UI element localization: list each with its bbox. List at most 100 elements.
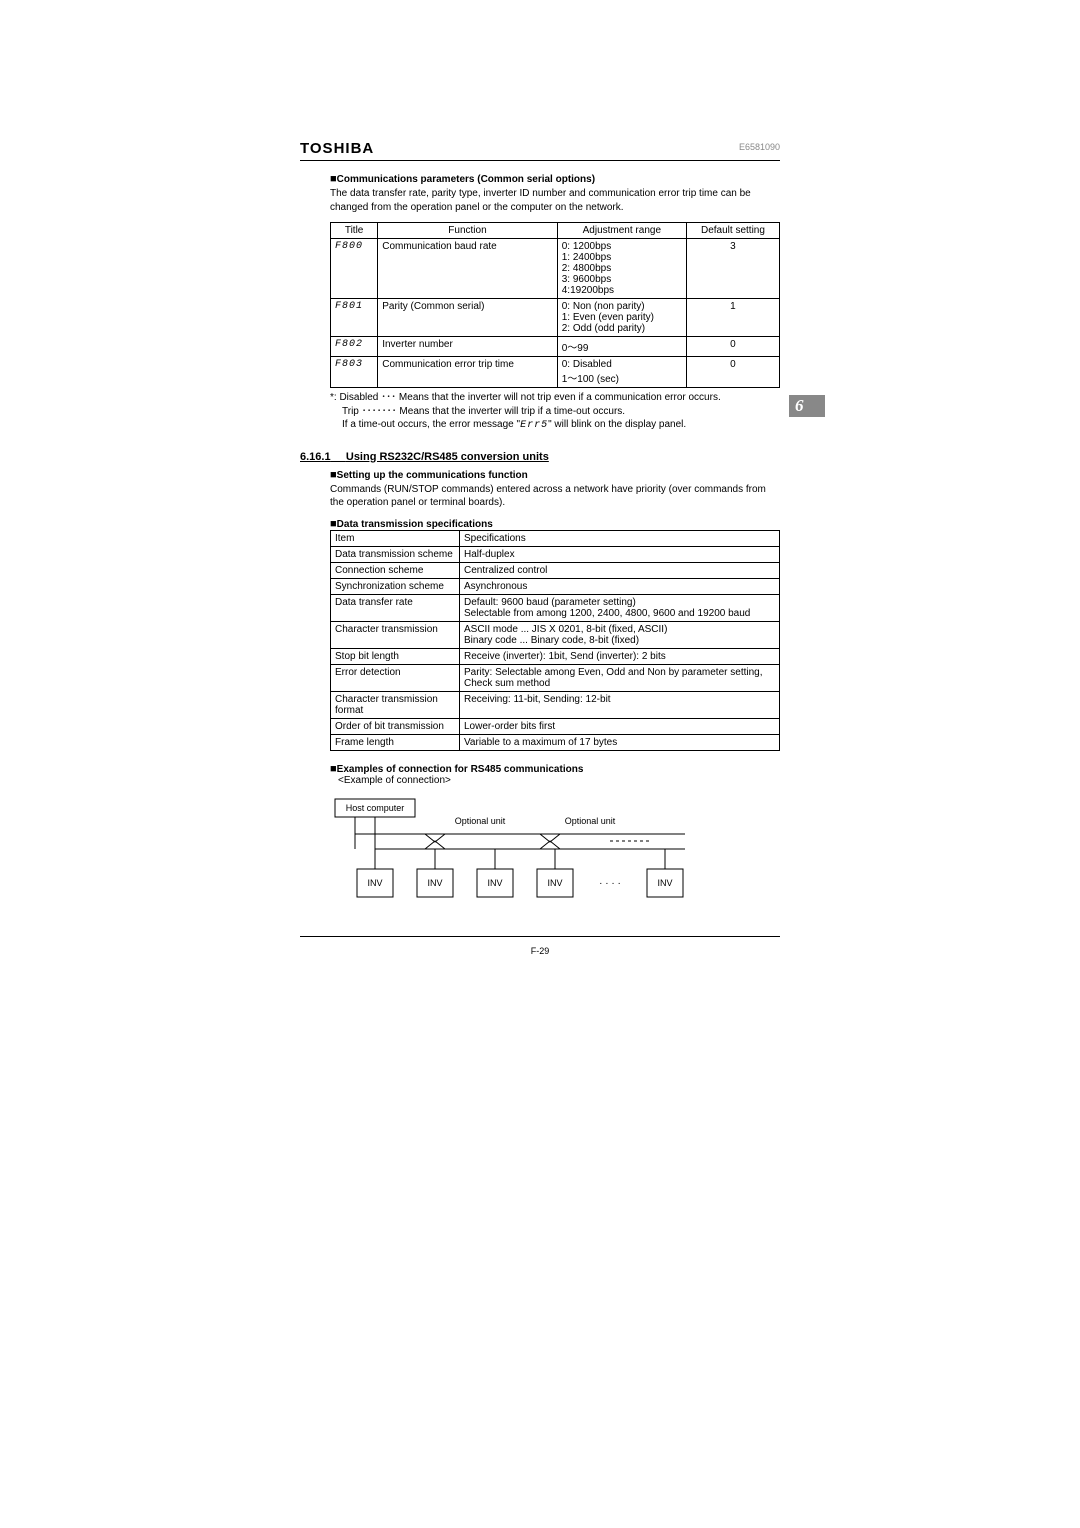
spec-value: Default: 9600 baud (parameter setting) S… (460, 594, 780, 621)
spec-value: Receive (inverter): 1bit, Send (inverter… (460, 648, 780, 664)
spec-item: Connection scheme (331, 562, 460, 578)
spec-value: Asynchronous (460, 578, 780, 594)
svg-text:INV: INV (367, 878, 382, 888)
note-line2: Trip ･･･････ Means that the inverter wil… (330, 405, 780, 419)
sub2-title: Data transmission specifications (337, 519, 493, 530)
sub1-title: Setting up the communications function (337, 470, 528, 481)
param-range: 0: Non (non parity) 1: Even (even parity… (557, 299, 686, 337)
param-function: Parity (Common serial) (378, 299, 558, 337)
specs-row: Stop bit lengthReceive (inverter): 1bit,… (331, 648, 780, 664)
svg-text:INV: INV (547, 878, 562, 888)
content-area: TOSHIBA E6581090 6 ■Communications param… (300, 140, 780, 917)
section1-heading: ■Communications parameters (Common seria… (330, 173, 780, 185)
specs-header-row: Item Specifications (331, 530, 780, 546)
sub3-caption: <Example of connection> (330, 775, 780, 786)
section-comm-params: ■Communications parameters (Common seria… (300, 173, 780, 433)
spec-item: Character transmission format (331, 691, 460, 718)
header-row: TOSHIBA E6581090 (300, 140, 780, 157)
svg-text:INV: INV (487, 878, 502, 888)
specs-row: Frame lengthVariable to a maximum of 17 … (331, 734, 780, 750)
specs-col-item: Item (331, 530, 460, 546)
section2-number: 6.16.1 (300, 451, 331, 463)
params-row: F801Parity (Common serial)0: Non (non pa… (331, 299, 780, 337)
specs-row: Character transmissionASCII mode ... JIS… (331, 621, 780, 648)
connection-diagram: Host computer Optional unit Optional uni… (330, 794, 780, 917)
param-default: 0 (686, 357, 779, 388)
col-range: Adjustment range (557, 223, 686, 239)
param-range: 0: Disabled 1～100 (sec) (557, 357, 686, 388)
spec-value: Half-duplex (460, 546, 780, 562)
sub1-heading: ■Setting up the communications function (330, 469, 780, 481)
chapter-tab: 6 (789, 395, 825, 417)
spec-value: Receiving: 11-bit, Sending: 12-bit (460, 691, 780, 718)
specs-col-spec: Specifications (460, 530, 780, 546)
spec-item: Stop bit length (331, 648, 460, 664)
spec-value: Variable to a maximum of 17 bytes (460, 734, 780, 750)
spec-value: Centralized control (460, 562, 780, 578)
param-title: F800 (331, 239, 378, 299)
sub2-heading: ■Data transmission specifications (330, 518, 780, 530)
spec-item: Frame length (331, 734, 460, 750)
param-default: 3 (686, 239, 779, 299)
footer-rule (300, 936, 780, 937)
spec-value: Lower-order bits first (460, 718, 780, 734)
params-row: F802Inverter number0～990 (331, 337, 780, 357)
specs-row: Data transfer rateDefault: 9600 baud (pa… (331, 594, 780, 621)
sub3-title: Examples of connection for RS485 communi… (337, 764, 584, 775)
spec-item: Data transfer rate (331, 594, 460, 621)
sub1-desc: Commands (RUN/STOP commands) entered acr… (330, 483, 780, 510)
param-default: 0 (686, 337, 779, 357)
spec-item: Error detection (331, 664, 460, 691)
param-range: 0～99 (557, 337, 686, 357)
note-line1: *: Disabled ･･･ Means that the inverter … (330, 391, 780, 405)
spec-value: Parity: Selectable among Even, Odd and N… (460, 664, 780, 691)
param-function: Communication baud rate (378, 239, 558, 299)
col-title: Title (331, 223, 378, 239)
param-function: Communication error trip time (378, 357, 558, 388)
document-number: E6581090 (739, 142, 780, 152)
page: TOSHIBA E6581090 6 ■Communications param… (0, 0, 1080, 1528)
notes-block: *: Disabled ･･･ Means that the inverter … (330, 391, 780, 433)
note-line3: If a time-out occurs, the error message … (330, 418, 780, 433)
spec-item: Data transmission scheme (331, 546, 460, 562)
col-default: Default setting (686, 223, 779, 239)
params-row: F800Communication baud rate0: 1200bps 1:… (331, 239, 780, 299)
specs-table: Item Specifications Data transmission sc… (330, 530, 780, 751)
param-title: F802 (331, 337, 378, 357)
params-table: Title Function Adjustment range Default … (330, 222, 780, 388)
svg-text:Host computer: Host computer (346, 803, 405, 813)
section1-desc: The data transfer rate, parity type, inv… (330, 187, 780, 214)
param-title: F801 (331, 299, 378, 337)
spec-item: Order of bit transmission (331, 718, 460, 734)
section1-title: Communications parameters (Common serial… (337, 174, 595, 185)
svg-text:· · · ·: · · · · (599, 878, 621, 889)
brand-logo: TOSHIBA (300, 140, 374, 157)
col-function: Function (378, 223, 558, 239)
param-title: F803 (331, 357, 378, 388)
svg-text:INV: INV (657, 878, 672, 888)
specs-row: Synchronization schemeAsynchronous (331, 578, 780, 594)
header-rule (300, 160, 780, 161)
svg-text:Optional unit: Optional unit (455, 816, 506, 826)
param-range: 0: 1200bps 1: 2400bps 2: 4800bps 3: 9600… (557, 239, 686, 299)
param-default: 1 (686, 299, 779, 337)
sub3-heading: ■Examples of connection for RS485 commun… (330, 763, 780, 775)
section2-body: ■Setting up the communications function … (300, 469, 780, 917)
spec-item: Synchronization scheme (331, 578, 460, 594)
spec-item: Character transmission (331, 621, 460, 648)
diagram-svg: Host computer Optional unit Optional uni… (330, 794, 750, 914)
params-header-row: Title Function Adjustment range Default … (331, 223, 780, 239)
specs-row: Error detectionParity: Selectable among … (331, 664, 780, 691)
spec-value: ASCII mode ... JIS X 0201, 8-bit (fixed,… (460, 621, 780, 648)
specs-row: Connection schemeCentralized control (331, 562, 780, 578)
svg-text:INV: INV (427, 878, 442, 888)
seg-display-code: Err5 (520, 420, 548, 431)
page-number: F-29 (300, 946, 780, 956)
specs-row: Data transmission schemeHalf-duplex (331, 546, 780, 562)
param-function: Inverter number (378, 337, 558, 357)
section2-heading: 6.16.1 Using RS232C/RS485 conversion uni… (300, 451, 780, 463)
params-row: F803Communication error trip time0: Disa… (331, 357, 780, 388)
specs-row: Character transmission formatReceiving: … (331, 691, 780, 718)
svg-text:Optional unit: Optional unit (565, 816, 616, 826)
specs-row: Order of bit transmissionLower-order bit… (331, 718, 780, 734)
